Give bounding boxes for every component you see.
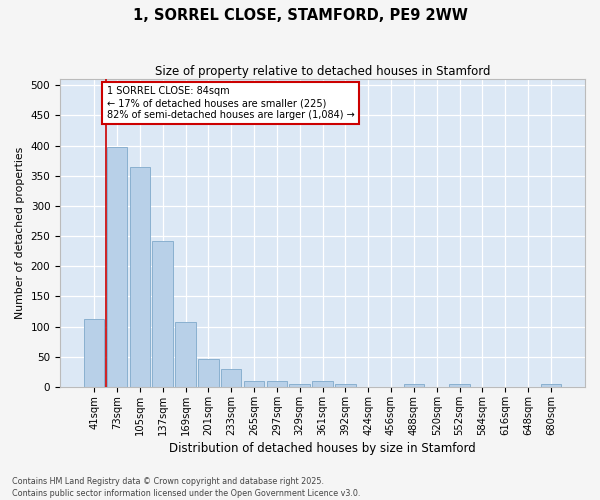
X-axis label: Distribution of detached houses by size in Stamford: Distribution of detached houses by size …	[169, 442, 476, 455]
Bar	[198, 358, 218, 387]
Bar	[84, 320, 104, 387]
Bar	[175, 322, 196, 387]
Bar	[312, 381, 333, 387]
Bar	[289, 384, 310, 387]
Bar	[107, 148, 127, 387]
Bar	[404, 384, 424, 387]
Title: Size of property relative to detached houses in Stamford: Size of property relative to detached ho…	[155, 65, 490, 78]
Bar	[266, 381, 287, 387]
Y-axis label: Number of detached properties: Number of detached properties	[15, 147, 25, 319]
Bar	[130, 166, 150, 387]
Text: 1, SORREL CLOSE, STAMFORD, PE9 2WW: 1, SORREL CLOSE, STAMFORD, PE9 2WW	[133, 8, 467, 22]
Bar	[541, 384, 561, 387]
Bar	[221, 369, 241, 387]
Bar	[449, 384, 470, 387]
Text: 1 SORREL CLOSE: 84sqm
← 17% of detached houses are smaller (225)
82% of semi-det: 1 SORREL CLOSE: 84sqm ← 17% of detached …	[107, 86, 355, 120]
Bar	[152, 241, 173, 387]
Bar	[335, 384, 356, 387]
Text: Contains HM Land Registry data © Crown copyright and database right 2025.
Contai: Contains HM Land Registry data © Crown c…	[12, 476, 361, 498]
Bar	[244, 381, 264, 387]
